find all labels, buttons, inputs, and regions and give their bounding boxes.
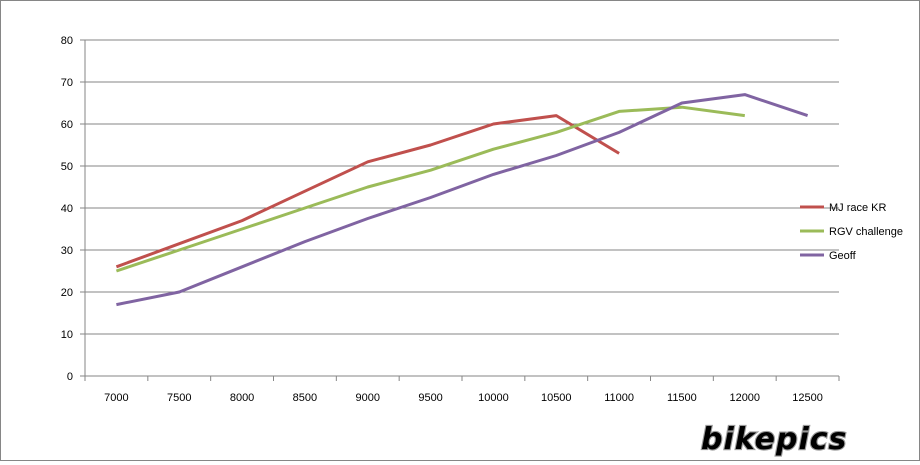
x-tick-label: 10000 bbox=[478, 392, 509, 404]
x-tick-label: 7000 bbox=[104, 392, 128, 404]
series-lines bbox=[115, 93, 809, 307]
series-line-geoff bbox=[116, 93, 809, 307]
series-line-rgv-challenge bbox=[115, 105, 745, 273]
y-tick-label: 70 bbox=[61, 77, 73, 89]
legend-label-geoff: Geoff bbox=[829, 250, 857, 262]
x-tick-label: 8000 bbox=[230, 392, 254, 404]
x-axis-tick-labels: 7000 7500 8000 8500 9000 9500 10000 10500 11000 1… bbox=[104, 392, 823, 404]
grid-lines bbox=[85, 39, 839, 335]
y-tick-label: 60 bbox=[61, 119, 73, 131]
x-tick-label: 9500 bbox=[418, 392, 442, 404]
y-axis-tick-labels: 0 10 20 30 40 50 60 70 80 bbox=[61, 35, 73, 383]
x-tick-label: 10500 bbox=[541, 392, 572, 404]
x-tick-label: 11500 bbox=[667, 392, 697, 404]
y-tick-label: 40 bbox=[61, 203, 73, 215]
x-tick-label: 8500 bbox=[293, 392, 317, 404]
y-tick-label: 80 bbox=[61, 35, 73, 47]
y-tick-label: 30 bbox=[61, 245, 73, 257]
x-tick-label: 9000 bbox=[356, 392, 380, 404]
x-tick-label: 12000 bbox=[729, 392, 760, 404]
axes bbox=[80, 39, 840, 381]
x-tick-label: 7500 bbox=[167, 392, 191, 404]
watermark-text: bikepics bbox=[701, 422, 847, 457]
x-tick-label: 12500 bbox=[792, 392, 823, 404]
series-line-mj-race-kr bbox=[115, 114, 620, 269]
y-tick-label: 10 bbox=[61, 329, 73, 341]
bikepics-watermark-logo: bikepics bbox=[700, 421, 848, 458]
legend-label-mj-race-kr: MJ race KR bbox=[829, 202, 887, 214]
y-tick-label: 20 bbox=[61, 287, 73, 299]
x-tick-label: 11000 bbox=[604, 392, 634, 404]
legend-label-rgv-challenge: RGV challenge bbox=[829, 226, 903, 238]
y-tick-label: 0 bbox=[67, 371, 73, 383]
legend: MJ race KR RGV challenge Geoff bbox=[800, 202, 903, 262]
y-tick-label: 50 bbox=[61, 161, 73, 173]
